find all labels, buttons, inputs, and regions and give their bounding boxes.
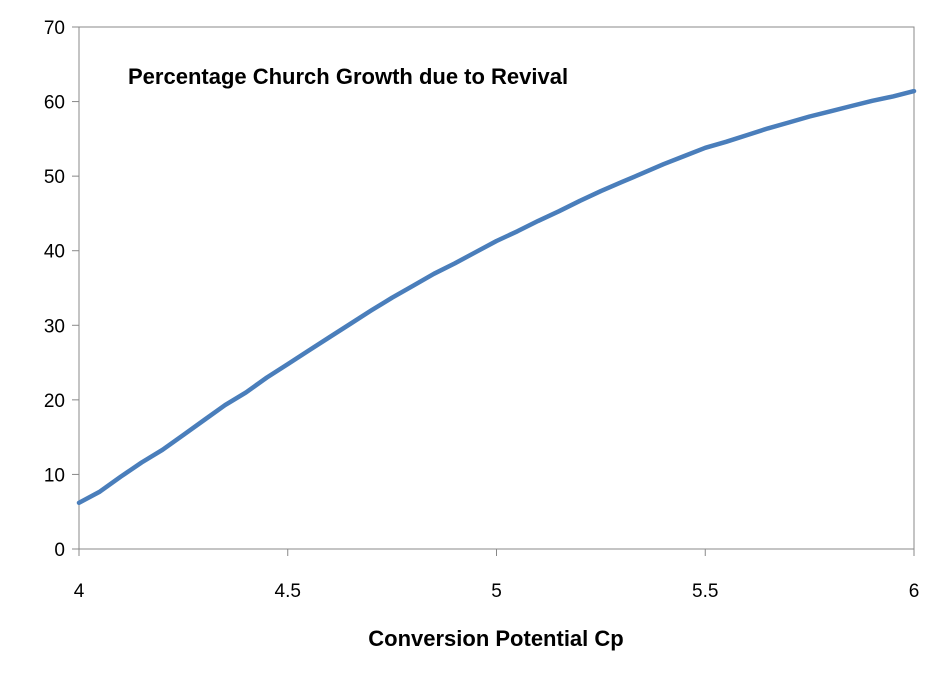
x-tick-label: 4 [74, 581, 85, 602]
x-axis-title: Conversion Potential Cp [368, 626, 623, 651]
series-layer [76, 88, 917, 506]
y-tick-label: 70 [44, 18, 65, 39]
y-tick-label: 20 [44, 391, 65, 412]
y-tick-label: 10 [44, 465, 65, 486]
y-tick-label: 0 [54, 540, 65, 561]
y-tick-label: 60 [44, 93, 65, 114]
x-tick-label: 4.5 [275, 581, 301, 602]
x-tick-label: 5 [491, 581, 502, 602]
x-axis-ticks: 4 4.5 5 5.5 6 [74, 549, 920, 602]
y-tick-label: 50 [44, 167, 65, 188]
y-tick-label: 30 [44, 316, 65, 337]
y-tick-label: 40 [44, 242, 65, 263]
x-tick-label: 6 [909, 581, 920, 602]
chart-title: Percentage Church Growth due to Revival [128, 64, 568, 89]
y-axis-ticks: 0 10 20 30 40 50 60 70 [44, 18, 79, 561]
plot-area-frame [78, 26, 915, 550]
series-line [76, 88, 917, 506]
x-tick-label: 5.5 [692, 581, 718, 602]
